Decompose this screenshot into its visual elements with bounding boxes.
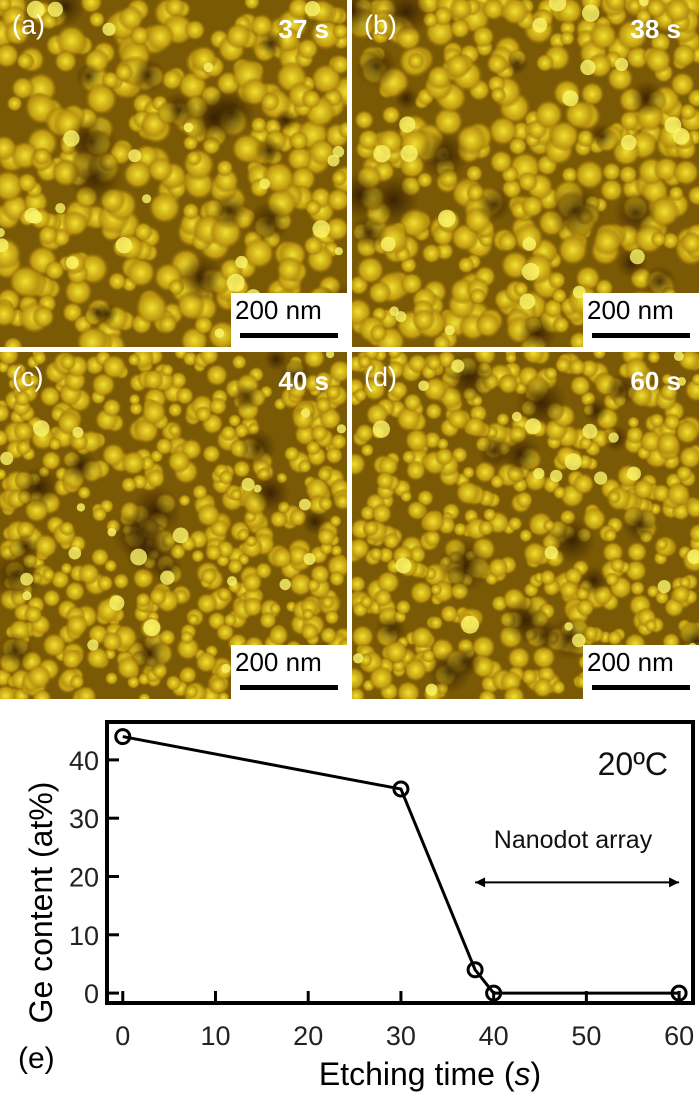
- afm-texture: [0, 352, 347, 699]
- scale-bar-label: 200 nm: [587, 295, 674, 325]
- x-label-main: Etching time (: [319, 1056, 515, 1092]
- afm-image-b: (b) 38 s 200 nm: [352, 0, 699, 347]
- afm-image-a: (a) 37 s 200 nm: [0, 0, 347, 347]
- x-tick-label: 30: [386, 1021, 416, 1051]
- panel-label: (a): [12, 10, 45, 40]
- arrow-head-left: [475, 877, 486, 888]
- data-point: [114, 728, 132, 746]
- scale-bar: 200 nm: [583, 645, 699, 699]
- data-point: [466, 961, 484, 979]
- panel-label: (b): [364, 10, 397, 40]
- panel-label: (c): [12, 362, 44, 392]
- x-tick-label: 50: [571, 1021, 601, 1051]
- x-tick-label: 0: [115, 1021, 130, 1051]
- x-label-unit: s: [514, 1056, 530, 1092]
- afm-texture: [352, 0, 699, 347]
- afm-image-c: (c) 40 s 200 nm: [0, 352, 347, 699]
- x-label-end: ): [530, 1056, 541, 1092]
- x-tick-label: 60: [664, 1021, 694, 1051]
- x-axis-label: Etching time (s): [319, 1056, 541, 1092]
- panel-label-e: (e): [18, 1042, 55, 1075]
- scale-bar-label: 200 nm: [587, 647, 674, 677]
- scale-bar: 200 nm: [231, 293, 347, 347]
- x-tick-label: 20: [293, 1021, 323, 1051]
- y-tick-label: 0: [84, 979, 99, 1009]
- afm-texture: [0, 0, 347, 347]
- temperature-label: 20ºC: [598, 746, 668, 782]
- y-axis-label: Ge content (at%): [23, 782, 59, 1024]
- scale-bar-line: [592, 333, 690, 338]
- y-tick-label: 20: [69, 862, 99, 892]
- etching-time-label: 37 s: [278, 14, 329, 44]
- data-point: [392, 780, 410, 798]
- scale-bar-line: [240, 333, 338, 338]
- data-line: [122, 735, 680, 995]
- x-tick-label: 40: [479, 1021, 509, 1051]
- afm-image-d: (d) 60 s 200 nm: [352, 352, 699, 699]
- x-tick-label: 10: [200, 1021, 230, 1051]
- etching-time-label: 60 s: [630, 366, 681, 396]
- panel-label: (d): [364, 362, 397, 392]
- scale-bar-line: [592, 685, 690, 690]
- etching-time-label: 40 s: [278, 366, 329, 396]
- etching-time-label: 38 s: [630, 14, 681, 44]
- y-tick-label: 30: [69, 804, 99, 834]
- y-tick-label: 40: [69, 746, 99, 776]
- scale-bar-label: 200 nm: [235, 647, 322, 677]
- scale-bar: 200 nm: [231, 645, 347, 699]
- y-tick-label: 10: [69, 921, 99, 951]
- nanodot-array-label: Nanodot array: [494, 826, 653, 854]
- data-point: [670, 984, 688, 1002]
- ge-content-chart: 0 10 20 30 40 50 60 0 10 20 30 40 Ge content (at%) Et…: [18, 720, 695, 1092]
- scale-bar: 200 nm: [583, 293, 699, 347]
- scale-bar-line: [240, 685, 338, 690]
- arrow-head-right: [669, 877, 680, 888]
- data-point: [485, 984, 503, 1002]
- scale-bar-label: 200 nm: [235, 295, 322, 325]
